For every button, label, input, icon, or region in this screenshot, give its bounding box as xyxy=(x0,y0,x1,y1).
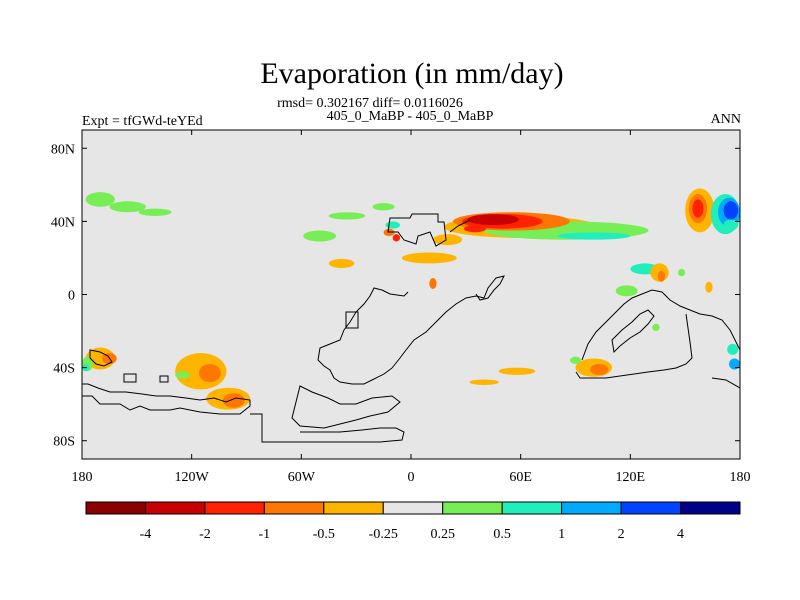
anomaly-region-35 xyxy=(729,358,740,370)
colorbar-swatch-10 xyxy=(680,501,741,515)
colorbar-swatch-9 xyxy=(620,501,682,515)
colorbar-swatch-6 xyxy=(442,501,503,515)
coastline-antarctic-bay xyxy=(250,413,405,443)
anomaly-region-46 xyxy=(570,356,581,364)
anomaly-region-2 xyxy=(138,208,172,216)
coastline-asia-boundary xyxy=(449,219,471,233)
colorbar-swatch-0 xyxy=(85,501,146,515)
anomaly-region-3 xyxy=(303,230,337,242)
coastline-pacific-west-1 xyxy=(89,349,113,367)
experiment-label: Expt = tfGWd-teYEd xyxy=(82,114,203,129)
coastline-pacific-south-1 xyxy=(82,383,251,415)
colorbar-swatch-3 xyxy=(263,501,325,515)
coastline-pacific-west-2 xyxy=(123,373,137,383)
anomaly-region-8 xyxy=(392,234,401,242)
anomaly-region-45 xyxy=(590,363,609,375)
anomaly-region-0 xyxy=(85,192,115,207)
colorbar-label-2: -1 xyxy=(259,527,271,542)
coastline-africa-west xyxy=(317,287,409,385)
anomaly-region-41 xyxy=(198,363,221,383)
colorbar-swatch-5 xyxy=(382,501,444,515)
anomaly-region-22 xyxy=(657,270,666,282)
anomaly-region-11 xyxy=(432,234,463,246)
anomaly-region-47 xyxy=(498,367,536,375)
colorbar-swatch-7 xyxy=(501,501,563,515)
colorbar-swatch-2 xyxy=(204,501,265,515)
axes-layer: 180 120W 60W 0 60E 120E 180 80N 40N 0 40S 80S xyxy=(51,130,751,485)
coastline-far-south xyxy=(711,377,740,389)
anomaly-region-48 xyxy=(469,379,499,385)
anomaly-region-43 xyxy=(222,393,245,408)
subtitle-label: 405_0_MaBP - 405_0_MaBP xyxy=(327,109,494,124)
x-tick-label-5: 120E xyxy=(616,470,646,485)
coastlines xyxy=(82,213,740,443)
y-tick-label-0: 80N xyxy=(51,142,75,157)
anomaly-region-15 xyxy=(557,232,631,240)
colorbar-label-0: -4 xyxy=(140,527,152,542)
anomaly-region-24 xyxy=(677,268,686,277)
colorbar-label-7: 1 xyxy=(558,527,565,542)
coastline-pacific-island xyxy=(611,309,655,354)
anomaly-region-10 xyxy=(401,252,457,264)
colorbar-swatch-4 xyxy=(323,501,384,515)
y-tick-label-2: 0 xyxy=(68,289,75,304)
colorbar-label-8: 2 xyxy=(618,527,625,542)
anomaly-region-5 xyxy=(372,203,395,211)
colorbar-label-6: 0.5 xyxy=(493,527,511,542)
anomaly-region-4 xyxy=(328,212,366,220)
anomaly-region-23 xyxy=(615,285,638,297)
coastline-south-pacific xyxy=(575,313,693,379)
colorbar-label-1: -2 xyxy=(199,527,211,542)
anomaly-region-1 xyxy=(109,201,146,213)
x-tick-label-0: 180 xyxy=(72,470,93,485)
x-tick-label-3: 0 xyxy=(408,470,415,485)
colorbar: -4 -2 -1 -0.5 -0.25 0.25 0.5 1 2 4 xyxy=(85,501,741,542)
x-tick-label-4: 60E xyxy=(509,470,532,485)
colorbar-swatch-8 xyxy=(561,501,622,515)
anomaly-region-12 xyxy=(429,278,437,290)
colorbar-swatch-1 xyxy=(144,501,206,515)
chart-title: Evaporation (in mm/day) xyxy=(260,57,563,90)
y-tick-label-4: 80S xyxy=(53,435,75,450)
y-tick-label-1: 40N xyxy=(51,215,75,230)
coastline-pacific-west-3 xyxy=(159,375,169,383)
colorbar-label-3: -0.5 xyxy=(313,527,335,542)
coastline-indo-pacific xyxy=(581,289,740,361)
coastline-australia-chain xyxy=(475,275,505,301)
colorbar-label-9: 4 xyxy=(677,527,684,542)
anomaly-region-29 xyxy=(692,199,704,218)
stats-label: rmsd= 0.302167 diff= 0.0116026 xyxy=(277,96,463,111)
x-tick-label-6: 180 xyxy=(730,470,751,485)
coastline-north-africa-europe xyxy=(387,213,447,247)
anomaly-layer xyxy=(82,188,740,410)
anomaly-region-19 xyxy=(464,225,486,233)
season-label: ANN xyxy=(711,112,741,127)
coastline-africa-east xyxy=(391,295,485,369)
colorbar-label-5: 0.25 xyxy=(430,527,455,542)
coastline-southern-cone xyxy=(291,385,401,429)
y-tick-label-3: 40S xyxy=(53,362,75,377)
colorbar-label-4: -0.25 xyxy=(369,527,398,542)
anomaly-region-32 xyxy=(723,201,739,220)
anomaly-region-25 xyxy=(705,281,713,293)
anomaly-region-18 xyxy=(467,214,519,226)
x-tick-label-1: 120W xyxy=(175,470,210,485)
anomaly-region-6 xyxy=(385,221,401,229)
anomaly-region-34 xyxy=(727,343,739,355)
anomaly-region-49 xyxy=(175,371,190,379)
x-tick-label-2: 60W xyxy=(288,470,316,485)
coastline-madagascar xyxy=(345,311,359,329)
anomaly-region-9 xyxy=(328,258,355,268)
anomaly-region-26 xyxy=(652,323,660,332)
anomaly-region-33 xyxy=(723,219,739,231)
